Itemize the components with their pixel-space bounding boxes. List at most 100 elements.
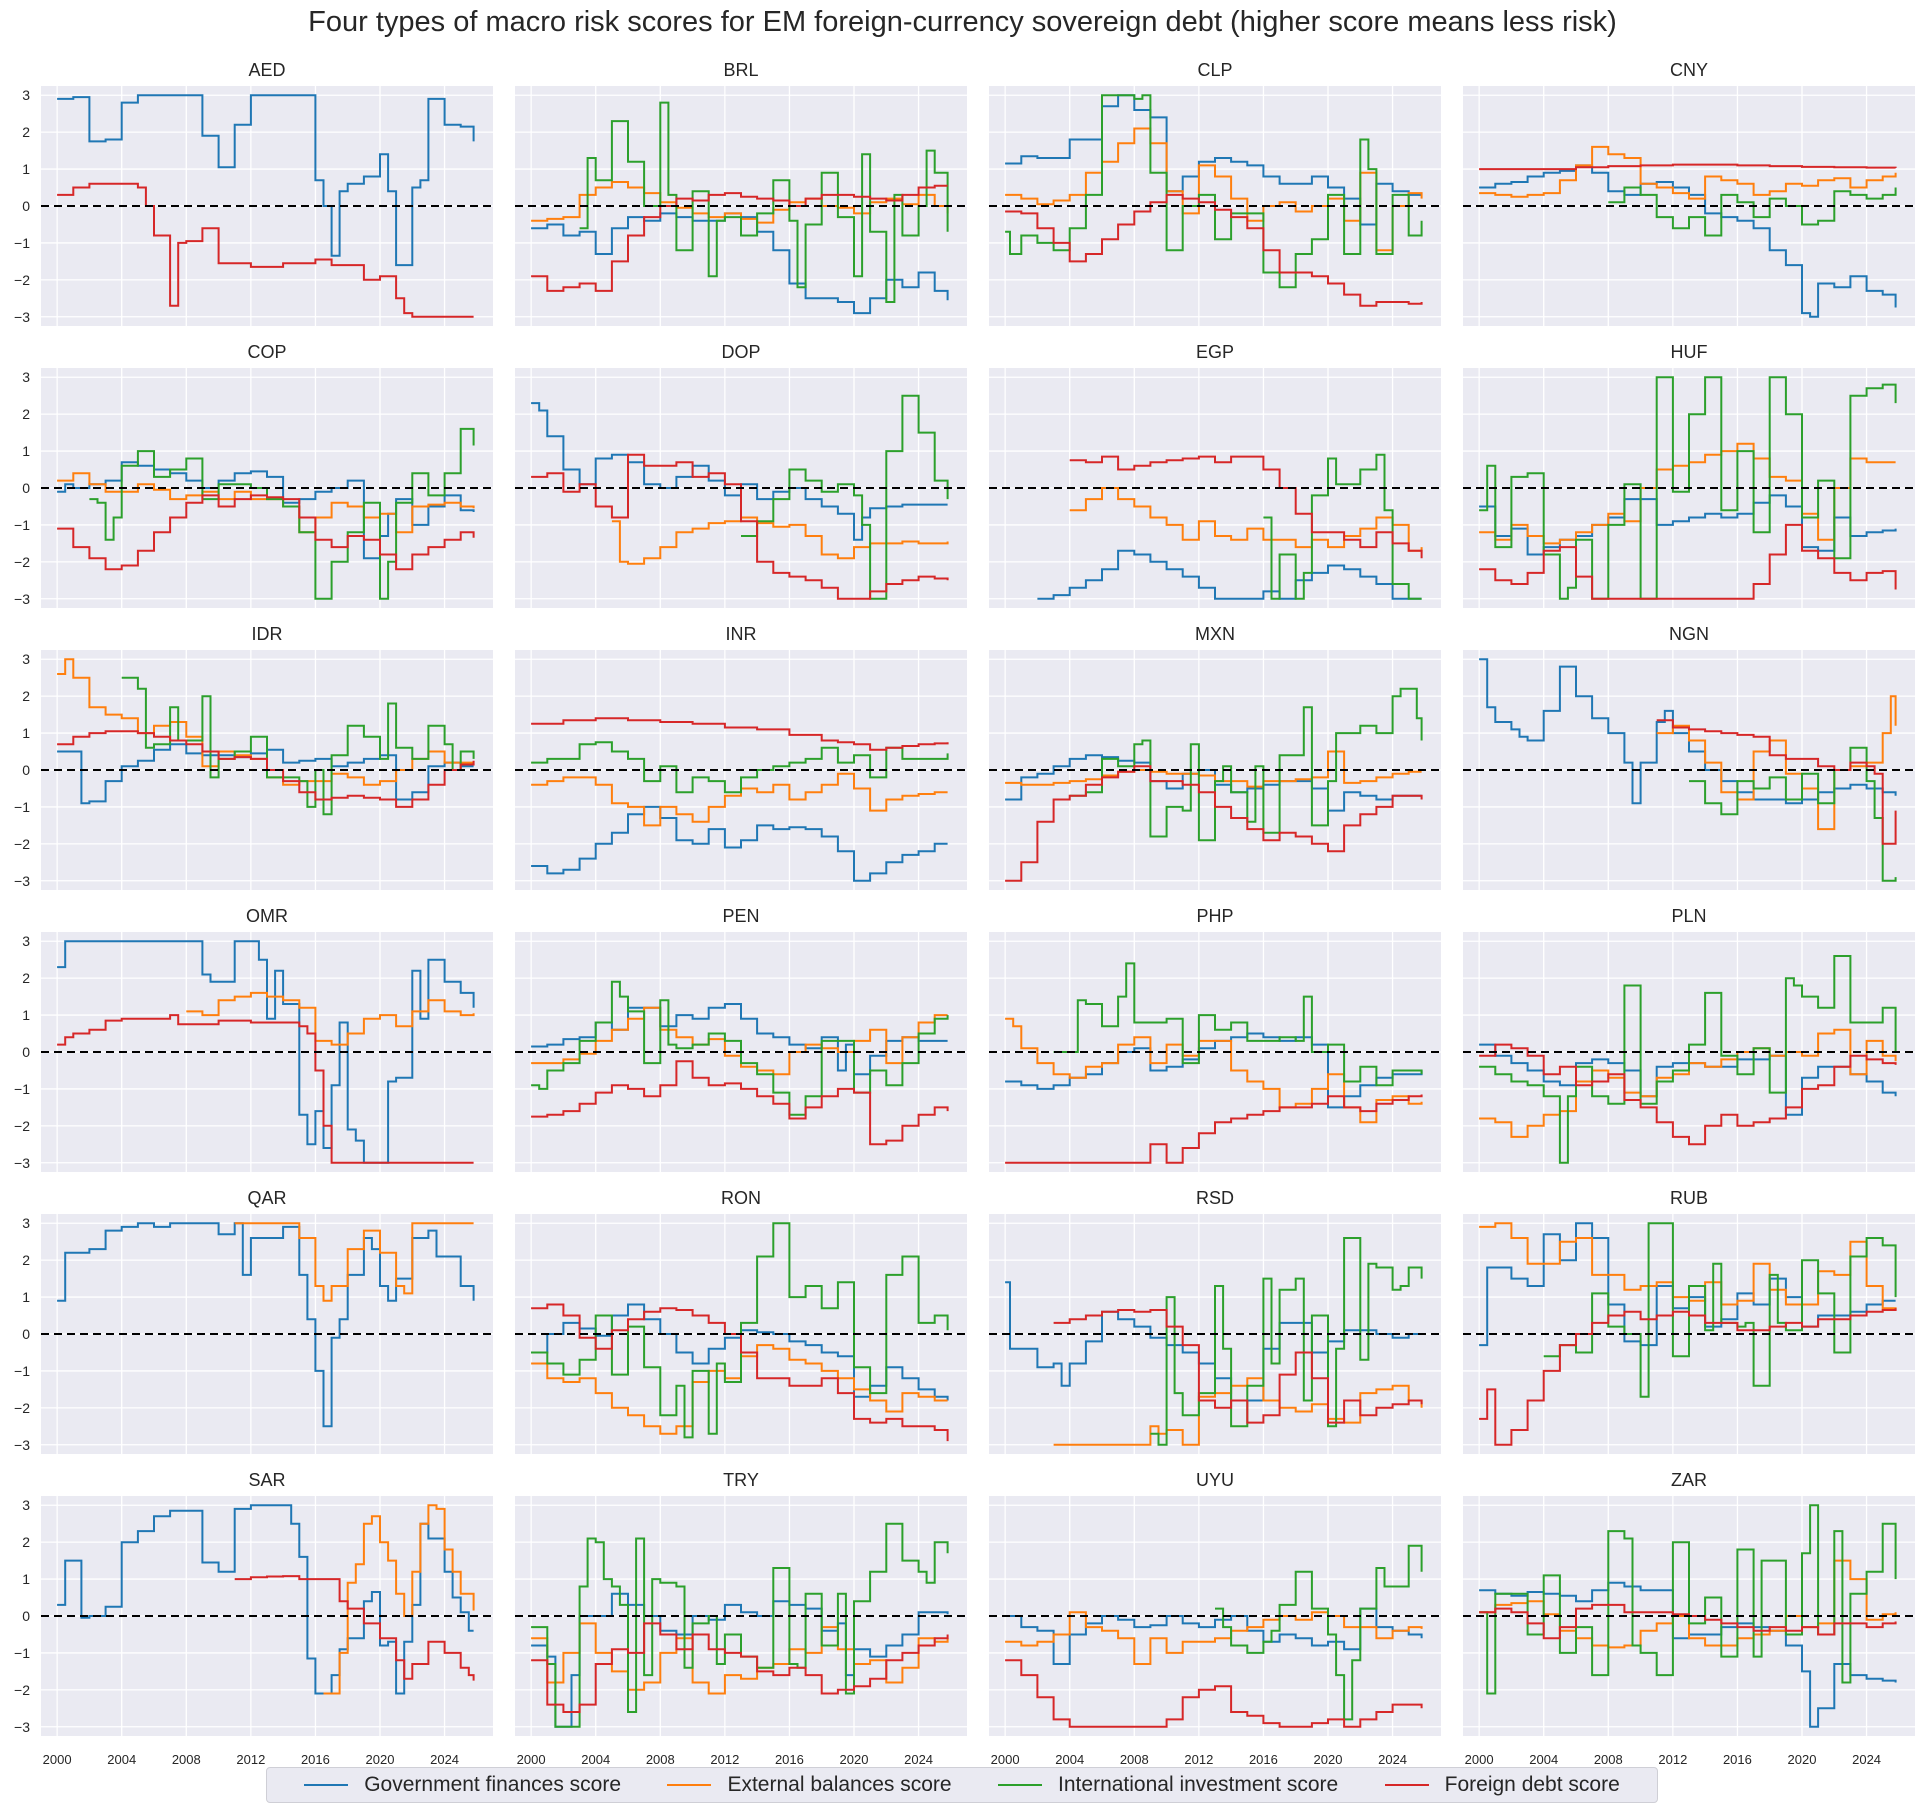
panel-ron: RON (515, 1188, 967, 1454)
legend-swatch (998, 1784, 1043, 1786)
y-tick-label: −3 (14, 1719, 30, 1735)
panel-aed: AED 3 2 1 0 −1 −2 −3 (14, 60, 493, 326)
series-line-external-balances-score (1479, 145, 1897, 200)
panel-title: BRL (723, 60, 758, 80)
panel-pln: PLN (1463, 906, 1915, 1172)
y-tick-label: 2 (22, 688, 30, 704)
panel-clp: CLP (989, 60, 1441, 326)
series-line-external-balances-score (234, 1222, 474, 1302)
panel-title: AED (248, 60, 285, 80)
x-tick-label: 2024 (1378, 1752, 1407, 1765)
y-tick-label: −2 (14, 554, 30, 570)
series-line-international-investment-score (1479, 1504, 1897, 1695)
chart-title: Four types of macro risk scores for EM f… (308, 6, 1617, 38)
series-line-external-balances-score (1479, 1222, 1897, 1310)
series-line-foreign-debt-score (531, 1060, 949, 1146)
panel-sar: SAR 3 2 1 0 −1 −2 −3 2000 2004 2008 2012 2016 2020 202… (14, 1470, 493, 1765)
y-tick-label: 3 (22, 369, 30, 385)
panel-title: HUF (1671, 342, 1708, 362)
series-line-foreign-debt-score (57, 494, 475, 571)
series-line-government-finances-score (1037, 549, 1422, 600)
legend-label: External balances score (727, 1773, 952, 1796)
x-tick-label: 2024 (904, 1752, 933, 1765)
series-line-government-finances-score (1479, 658, 1897, 805)
series-line-international-investment-score (579, 101, 949, 303)
series-line-external-balances-score (1005, 1611, 1423, 1665)
series-line-external-balances-score (186, 991, 475, 1046)
x-tick-label: 2024 (1852, 1752, 1881, 1765)
legend-label: Foreign debt score (1444, 1773, 1620, 1796)
panel-title: RSD (1196, 1188, 1234, 1208)
y-tick-label: −3 (14, 309, 30, 325)
y-tick-label: 3 (22, 933, 30, 949)
y-tick-label: −2 (14, 1400, 30, 1416)
y-tick-label: 0 (22, 1326, 30, 1342)
panel-title: RON (721, 1188, 761, 1208)
series-line-international-investment-score (1479, 955, 1897, 1164)
y-tick-label: −3 (14, 1155, 30, 1171)
series-line-government-finances-score (1479, 1581, 1897, 1728)
series-line-international-investment-score (89, 427, 475, 600)
series-line-international-investment-score (531, 1522, 949, 1728)
panel-title: TRY (723, 1470, 759, 1490)
x-tick-label: 2000 (43, 1752, 72, 1765)
panel-title: ZAR (1671, 1470, 1707, 1490)
series-line-international-investment-score (531, 741, 949, 794)
legend-label: International investment score (1058, 1773, 1339, 1796)
series-line-foreign-debt-score (1053, 1309, 1423, 1424)
panel-title: OMR (246, 906, 288, 926)
series-line-foreign-debt-score (1005, 193, 1423, 307)
y-tick-label: −1 (14, 1645, 30, 1661)
x-tick-label: 2012 (710, 1752, 739, 1765)
series-line-foreign-debt-score (1656, 719, 1897, 845)
panel-uyu: UYU 2000 2004 2008 2012 2016 2020 2024 (989, 1470, 1441, 1765)
panel-title: SAR (248, 1470, 285, 1490)
panel-rub: RUB (1463, 1188, 1915, 1454)
panel-qar: QAR 3 2 1 0 −1 −2 −3 (14, 1188, 493, 1454)
series-line-external-balances-score (1005, 750, 1422, 788)
x-tick-label: 2020 (840, 1752, 869, 1765)
y-tick-label: 0 (22, 198, 30, 214)
series-line-international-investment-score (1263, 453, 1422, 600)
x-tick-label: 2020 (1788, 1752, 1817, 1765)
series-line-government-finances-score (1005, 754, 1422, 812)
series-line-government-finances-score (57, 1222, 475, 1428)
legend-swatch (304, 1784, 349, 1786)
series-line-foreign-debt-score (57, 182, 474, 318)
panel-title: RUB (1670, 1188, 1708, 1208)
y-tick-label: −1 (14, 1081, 30, 1097)
x-tick-label: 2024 (430, 1752, 459, 1765)
panel-inr: INR (515, 624, 967, 890)
series-line-government-finances-score (57, 940, 475, 1164)
series-line-international-investment-score (1479, 376, 1897, 600)
panel-title: PLN (1671, 906, 1706, 926)
y-tick-label: 1 (22, 725, 30, 741)
panel-title: CNY (1670, 60, 1708, 80)
panel-title: INR (726, 624, 757, 644)
x-tick-label: 2020 (366, 1752, 395, 1765)
panel-omr: OMR 3 2 1 0 −1 −2 −3 (14, 906, 493, 1172)
panel-title: COP (247, 342, 286, 362)
x-tick-label: 2016 (775, 1752, 804, 1765)
y-tick-label: 2 (22, 1252, 30, 1268)
series-line-foreign-debt-score (1479, 1603, 1897, 1640)
x-tick-label: 2020 (1314, 1752, 1343, 1765)
y-tick-label: −1 (14, 1363, 30, 1379)
series-line-international-investment-score (1608, 186, 1897, 237)
y-tick-label: −2 (14, 272, 30, 288)
panel-ngn: NGN (1463, 624, 1915, 890)
y-tick-label: 2 (22, 124, 30, 140)
panel-brl: BRL (515, 60, 967, 326)
panel-title: UYU (1196, 1470, 1234, 1490)
series-line-external-balances-score (323, 1504, 475, 1695)
panel-title: PEN (722, 906, 759, 926)
series-line-external-balances-score (531, 1006, 948, 1076)
panel-title: NGN (1669, 624, 1709, 644)
x-tick-label: 2012 (1184, 1752, 1213, 1765)
x-tick-label: 2008 (172, 1752, 201, 1765)
panel-title: PHP (1196, 906, 1233, 926)
x-tick-label: 2004 (1055, 1752, 1084, 1765)
x-tick-label: 2012 (1658, 1752, 1687, 1765)
y-tick-label: −2 (14, 1682, 30, 1698)
series-line-external-balances-score (1656, 695, 1897, 831)
